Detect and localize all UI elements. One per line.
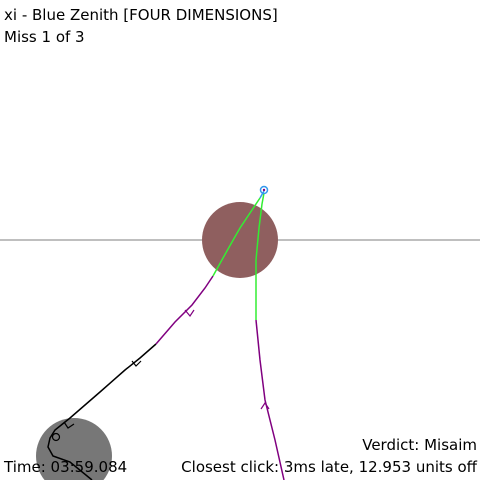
click-marker [51, 432, 61, 442]
cursor-path-mid [155, 275, 214, 345]
cursor-path-right-mid [255, 319, 285, 480]
cursor-path-right-late [255, 192, 265, 320]
cursor-path-late [212, 197, 261, 277]
cursor-position-marker [259, 185, 269, 195]
cursor-path-final [259, 190, 265, 199]
direction-arrow [131, 360, 142, 367]
cursor-path-early [47, 343, 157, 480]
cursor-position-dot [262, 188, 266, 192]
verdict-label: Verdict: Misaim [362, 436, 477, 454]
beatmap-title: xi - Blue Zenith [FOUR DIMENSIONS] [4, 6, 278, 24]
direction-arrow [63, 421, 75, 429]
direction-arrow [260, 401, 270, 410]
missed-hit-circle [202, 202, 278, 278]
direction-arrow [184, 309, 195, 318]
miss-counter: Miss 1 of 3 [4, 28, 85, 46]
closest-click-label: Closest click: 3ms late, 12.953 units of… [181, 458, 477, 476]
replay-time: Time: 03:59.084 [4, 458, 128, 476]
